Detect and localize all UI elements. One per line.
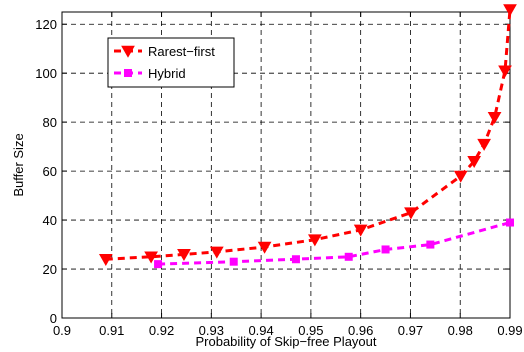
x-tick-label: 0.93 [199,323,224,338]
x-tick-label: 0.91 [99,323,124,338]
data-point-marker [291,255,300,264]
legend-marker [121,45,135,58]
data-point-marker [229,257,238,266]
series-line [158,221,511,266]
series-line [105,9,512,261]
data-point-marker [453,170,468,183]
x-tick-label: 0.92 [149,323,174,338]
data-point-marker [344,252,353,261]
data-point-marker [381,245,390,254]
x-tick-label: 0.95 [298,323,323,338]
series-layer [98,4,517,269]
data-point-marker [506,218,514,227]
y-tick-label: 40 [43,213,57,228]
data-point-marker [404,207,418,220]
data-point-marker [209,246,224,259]
data-point-marker [308,234,322,247]
x-axis-title: Probability of Skip−free Playout [195,334,376,349]
axis-ticks: 0.9 0.91 0.92 0.93 0.94 0.95 0.96 0.97 0.98 0.99 0… [35,12,523,338]
y-tick-label: 80 [43,115,57,130]
y-tick-label: 0 [50,311,57,326]
y-axis-title: Buffer Size [11,133,26,196]
legend: Rarest−first Hybrid [107,37,235,88]
x-tick-label: 0.94 [248,323,273,338]
legend-label: Hybrid [148,66,186,81]
x-tick-label: 0.98 [448,323,473,338]
data-point-marker [426,240,435,249]
legend-marker [124,69,132,77]
y-tick-label: 60 [43,164,57,179]
data-point-marker [498,65,512,78]
data-point-marker [477,138,491,151]
data-point-marker [503,4,517,17]
data-point-marker [487,111,502,124]
data-point-marker [98,253,113,266]
data-point-marker [177,249,191,262]
data-point-marker [144,251,158,264]
legend-label: Rarest−first [148,44,215,59]
data-point-marker [353,224,368,237]
series-1 [154,218,514,269]
plot-area-frame [61,11,511,319]
data-point-marker [467,156,482,169]
x-tick-label: 0.9 [53,323,71,338]
y-tick-label: 120 [35,17,57,32]
data-point-marker [257,241,272,254]
x-tick-label: 0.96 [348,323,373,338]
x-tick-label: 0.97 [398,323,423,338]
x-tick-label: 0.99 [497,323,522,338]
y-tick-label: 100 [35,66,57,81]
y-tick-label: 20 [43,262,57,277]
data-point-marker [154,260,163,269]
series-0 [98,4,517,266]
